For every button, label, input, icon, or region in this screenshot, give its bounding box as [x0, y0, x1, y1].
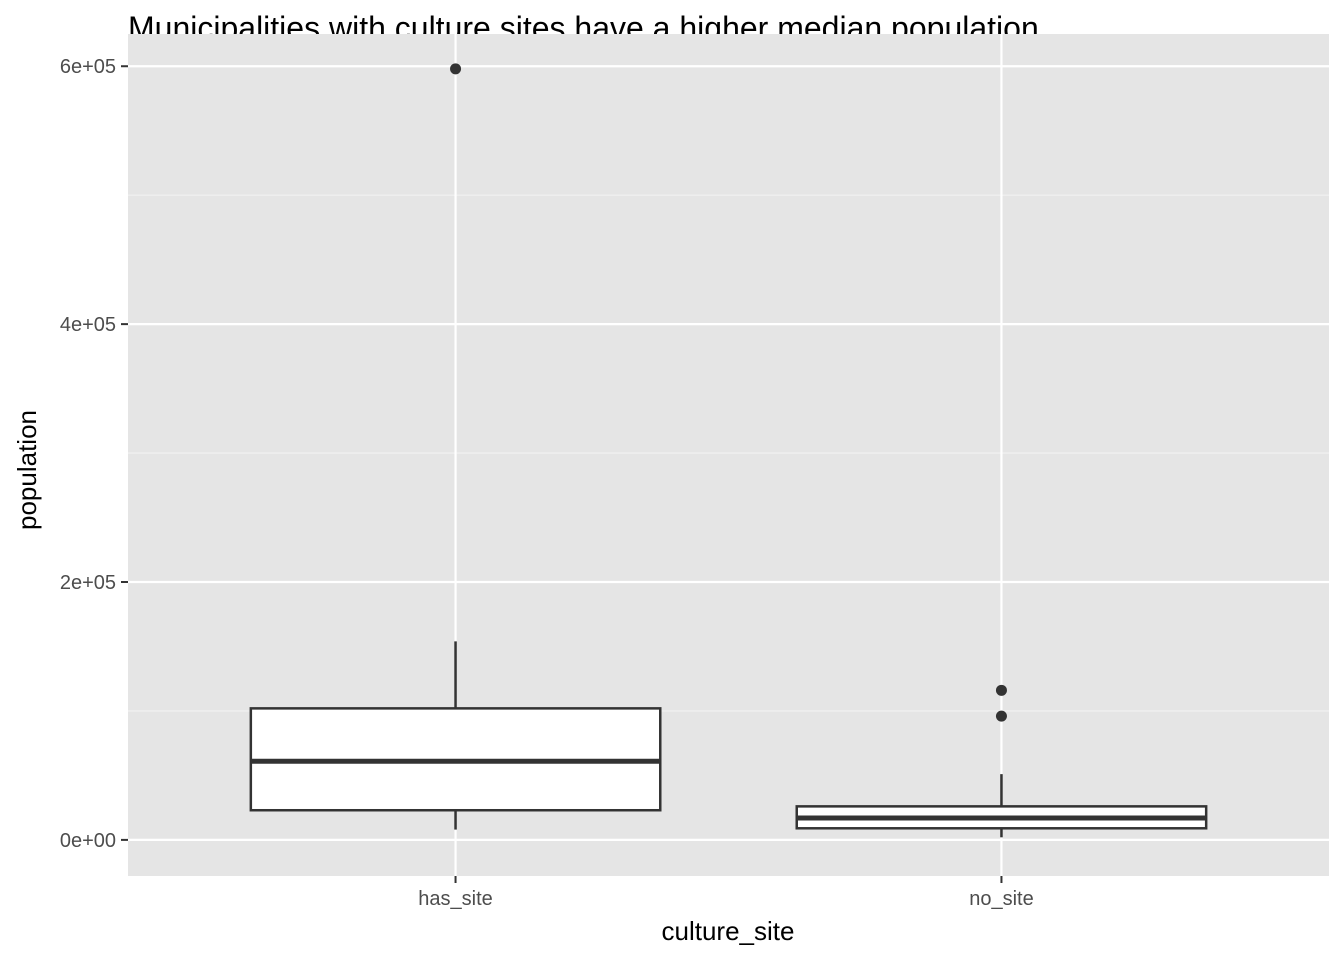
- y-tick-label: 4e+05: [60, 314, 116, 336]
- y-tick-label: 6e+05: [60, 56, 116, 78]
- box-has_site: [249, 63, 662, 830]
- y-axis: 0e+00 2e+05 4e+05 6e+05: [60, 56, 128, 852]
- y-tick-label: 2e+05: [60, 572, 116, 594]
- boxes-layer: [249, 63, 1208, 838]
- box-no_site: [795, 684, 1208, 838]
- x-axis-title: culture_site: [662, 916, 795, 946]
- x-tick-label: no_site: [969, 888, 1034, 910]
- x-tick-label: has_site: [418, 888, 493, 910]
- y-axis-title: population: [12, 410, 42, 530]
- outlier-point: [450, 63, 462, 75]
- outlier-point: [995, 684, 1007, 696]
- outlier-point: [995, 710, 1007, 722]
- x-axis: has_site no_site: [418, 876, 1034, 910]
- y-tick-label: 0e+00: [60, 830, 116, 852]
